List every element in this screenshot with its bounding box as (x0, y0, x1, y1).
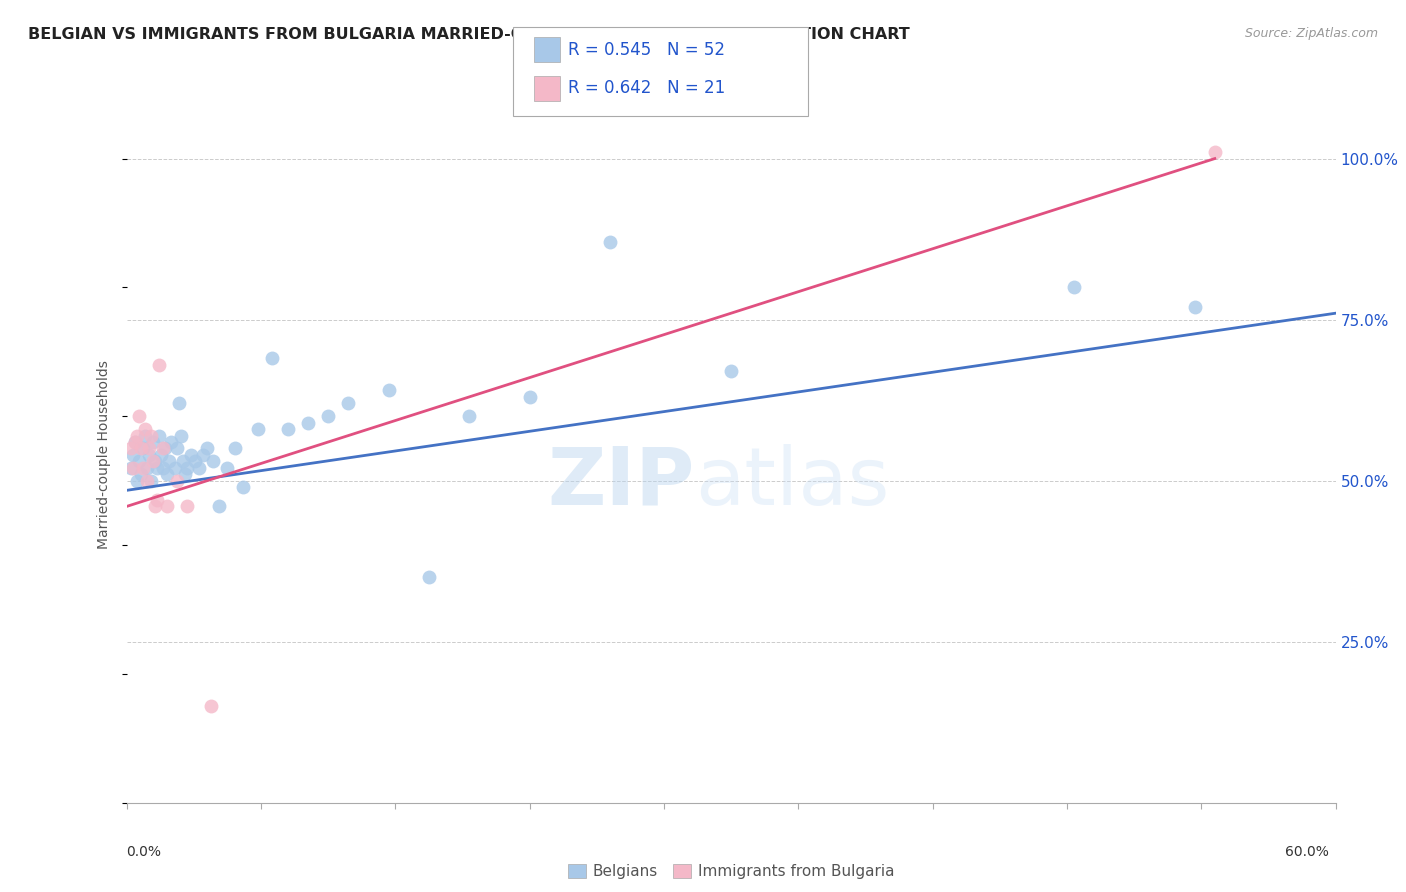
Point (146, 460, 169, 475)
Point (377, 384, 399, 398)
Text: atlas: atlas (695, 443, 889, 522)
Point (124, 435, 146, 450)
Point (1184, 300, 1206, 314)
Point (180, 448, 202, 462)
Point (458, 409, 481, 424)
Point (148, 358, 170, 372)
Point (120, 460, 142, 475)
Point (129, 442, 152, 456)
Legend: Belgians, Immigrants from Bulgaria: Belgians, Immigrants from Bulgaria (562, 858, 900, 886)
Point (1063, 280, 1085, 294)
Point (191, 448, 214, 462)
Point (152, 460, 174, 475)
Point (134, 422, 156, 436)
Point (138, 442, 160, 456)
Point (138, 448, 160, 462)
Point (128, 409, 150, 424)
Text: BELGIAN VS IMMIGRANTS FROM BULGARIA MARRIED-COUPLE HOUSEHOLDS CORRELATION CHART: BELGIAN VS IMMIGRANTS FROM BULGARIA MARR… (28, 27, 910, 42)
Point (246, 422, 269, 436)
Text: R = 0.545   N = 52: R = 0.545 N = 52 (568, 41, 725, 59)
Point (720, 364, 742, 378)
Point (208, 500, 231, 514)
Point (224, 442, 246, 456)
Point (131, 460, 153, 475)
Point (135, 460, 157, 475)
Point (1204, 145, 1226, 160)
Text: R = 0.642   N = 21: R = 0.642 N = 21 (568, 79, 725, 97)
Point (125, 474, 148, 488)
Point (200, 699, 222, 714)
Point (519, 390, 541, 404)
Y-axis label: Married-couple Households: Married-couple Households (97, 360, 111, 549)
Point (202, 454, 225, 468)
Point (172, 454, 194, 468)
Point (599, 235, 621, 250)
Point (160, 435, 183, 450)
Point (195, 442, 218, 456)
Point (121, 448, 143, 462)
Point (134, 428, 156, 442)
Text: Source: ZipAtlas.com: Source: ZipAtlas.com (1244, 27, 1378, 40)
Point (120, 442, 142, 456)
Point (217, 460, 239, 475)
Point (167, 396, 190, 410)
Text: 60.0%: 60.0% (1285, 845, 1329, 859)
Point (188, 460, 211, 475)
Point (142, 454, 165, 468)
Point (149, 448, 172, 462)
Point (277, 422, 299, 436)
Point (184, 454, 207, 468)
Point (146, 493, 169, 508)
Point (232, 480, 254, 494)
Point (297, 416, 319, 430)
Point (153, 442, 176, 456)
Point (176, 460, 198, 475)
Point (125, 428, 148, 442)
Point (139, 428, 162, 442)
Point (143, 454, 166, 468)
Point (121, 460, 143, 475)
Text: 0.0%: 0.0% (127, 845, 162, 859)
Point (316, 409, 339, 424)
Point (143, 500, 166, 514)
Point (260, 351, 283, 366)
Point (163, 460, 186, 475)
Point (148, 428, 170, 442)
Point (174, 467, 197, 482)
Point (418, 570, 440, 584)
Point (128, 454, 150, 468)
Point (139, 474, 162, 488)
Point (135, 474, 157, 488)
Text: ZIP: ZIP (547, 443, 695, 522)
Point (124, 435, 146, 450)
Point (131, 442, 153, 456)
Point (176, 500, 198, 514)
Point (152, 442, 174, 456)
Point (156, 500, 179, 514)
Point (142, 435, 165, 450)
Point (166, 442, 188, 456)
Point (170, 428, 193, 442)
Point (129, 467, 152, 482)
Point (337, 396, 360, 410)
Point (157, 454, 180, 468)
Point (156, 467, 179, 482)
Point (166, 474, 188, 488)
